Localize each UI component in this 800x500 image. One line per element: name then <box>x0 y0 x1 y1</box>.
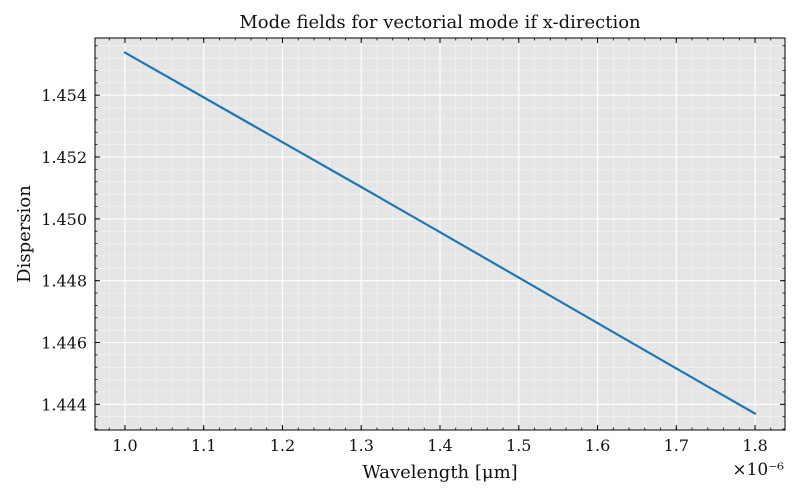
y-tick-label: 1.454 <box>41 86 87 105</box>
data-point <box>281 141 284 144</box>
series-layer <box>123 51 757 415</box>
y-tick-label: 1.452 <box>41 148 87 167</box>
x-tick-label: 1.6 <box>585 436 610 455</box>
y-tick-label: 1.450 <box>41 210 87 229</box>
x-tick-label: 1.4 <box>427 436 452 455</box>
chart-title: Mode fields for vectorial mode if x-dire… <box>239 12 641 33</box>
data-point <box>596 321 599 325</box>
ticks: 1.0 1.1 1.2 1.3 1.4 1.5 1.6 1.7 1.8 1.444 1.446 1.4… <box>41 38 785 455</box>
data-point <box>517 276 520 279</box>
data-point <box>753 412 757 415</box>
y-tick-label: 1.444 <box>41 395 87 414</box>
data-point <box>438 231 442 234</box>
x-tick-label: 1.0 <box>112 436 137 455</box>
x-tick-label: 1.2 <box>270 436 295 455</box>
y-tick-label: 1.446 <box>41 334 87 353</box>
y-axis-label: Dispersion <box>14 185 35 283</box>
x-offset-text: ×10⁻⁶ <box>732 460 784 480</box>
data-point <box>202 96 205 99</box>
x-tick-label: 1.8 <box>742 436 767 455</box>
x-tick-label: 1.3 <box>349 436 374 455</box>
data-point <box>123 51 127 54</box>
x-tick-label: 1.7 <box>664 436 689 455</box>
grid <box>95 38 785 430</box>
x-tick-label: 1.5 <box>506 436 531 455</box>
data-point <box>675 367 678 370</box>
x-axis-label: Wavelength [μm] <box>362 462 517 483</box>
data-point <box>360 185 363 189</box>
x-tick-label: 1.1 <box>191 436 216 455</box>
y-tick-label: 1.448 <box>41 272 87 291</box>
